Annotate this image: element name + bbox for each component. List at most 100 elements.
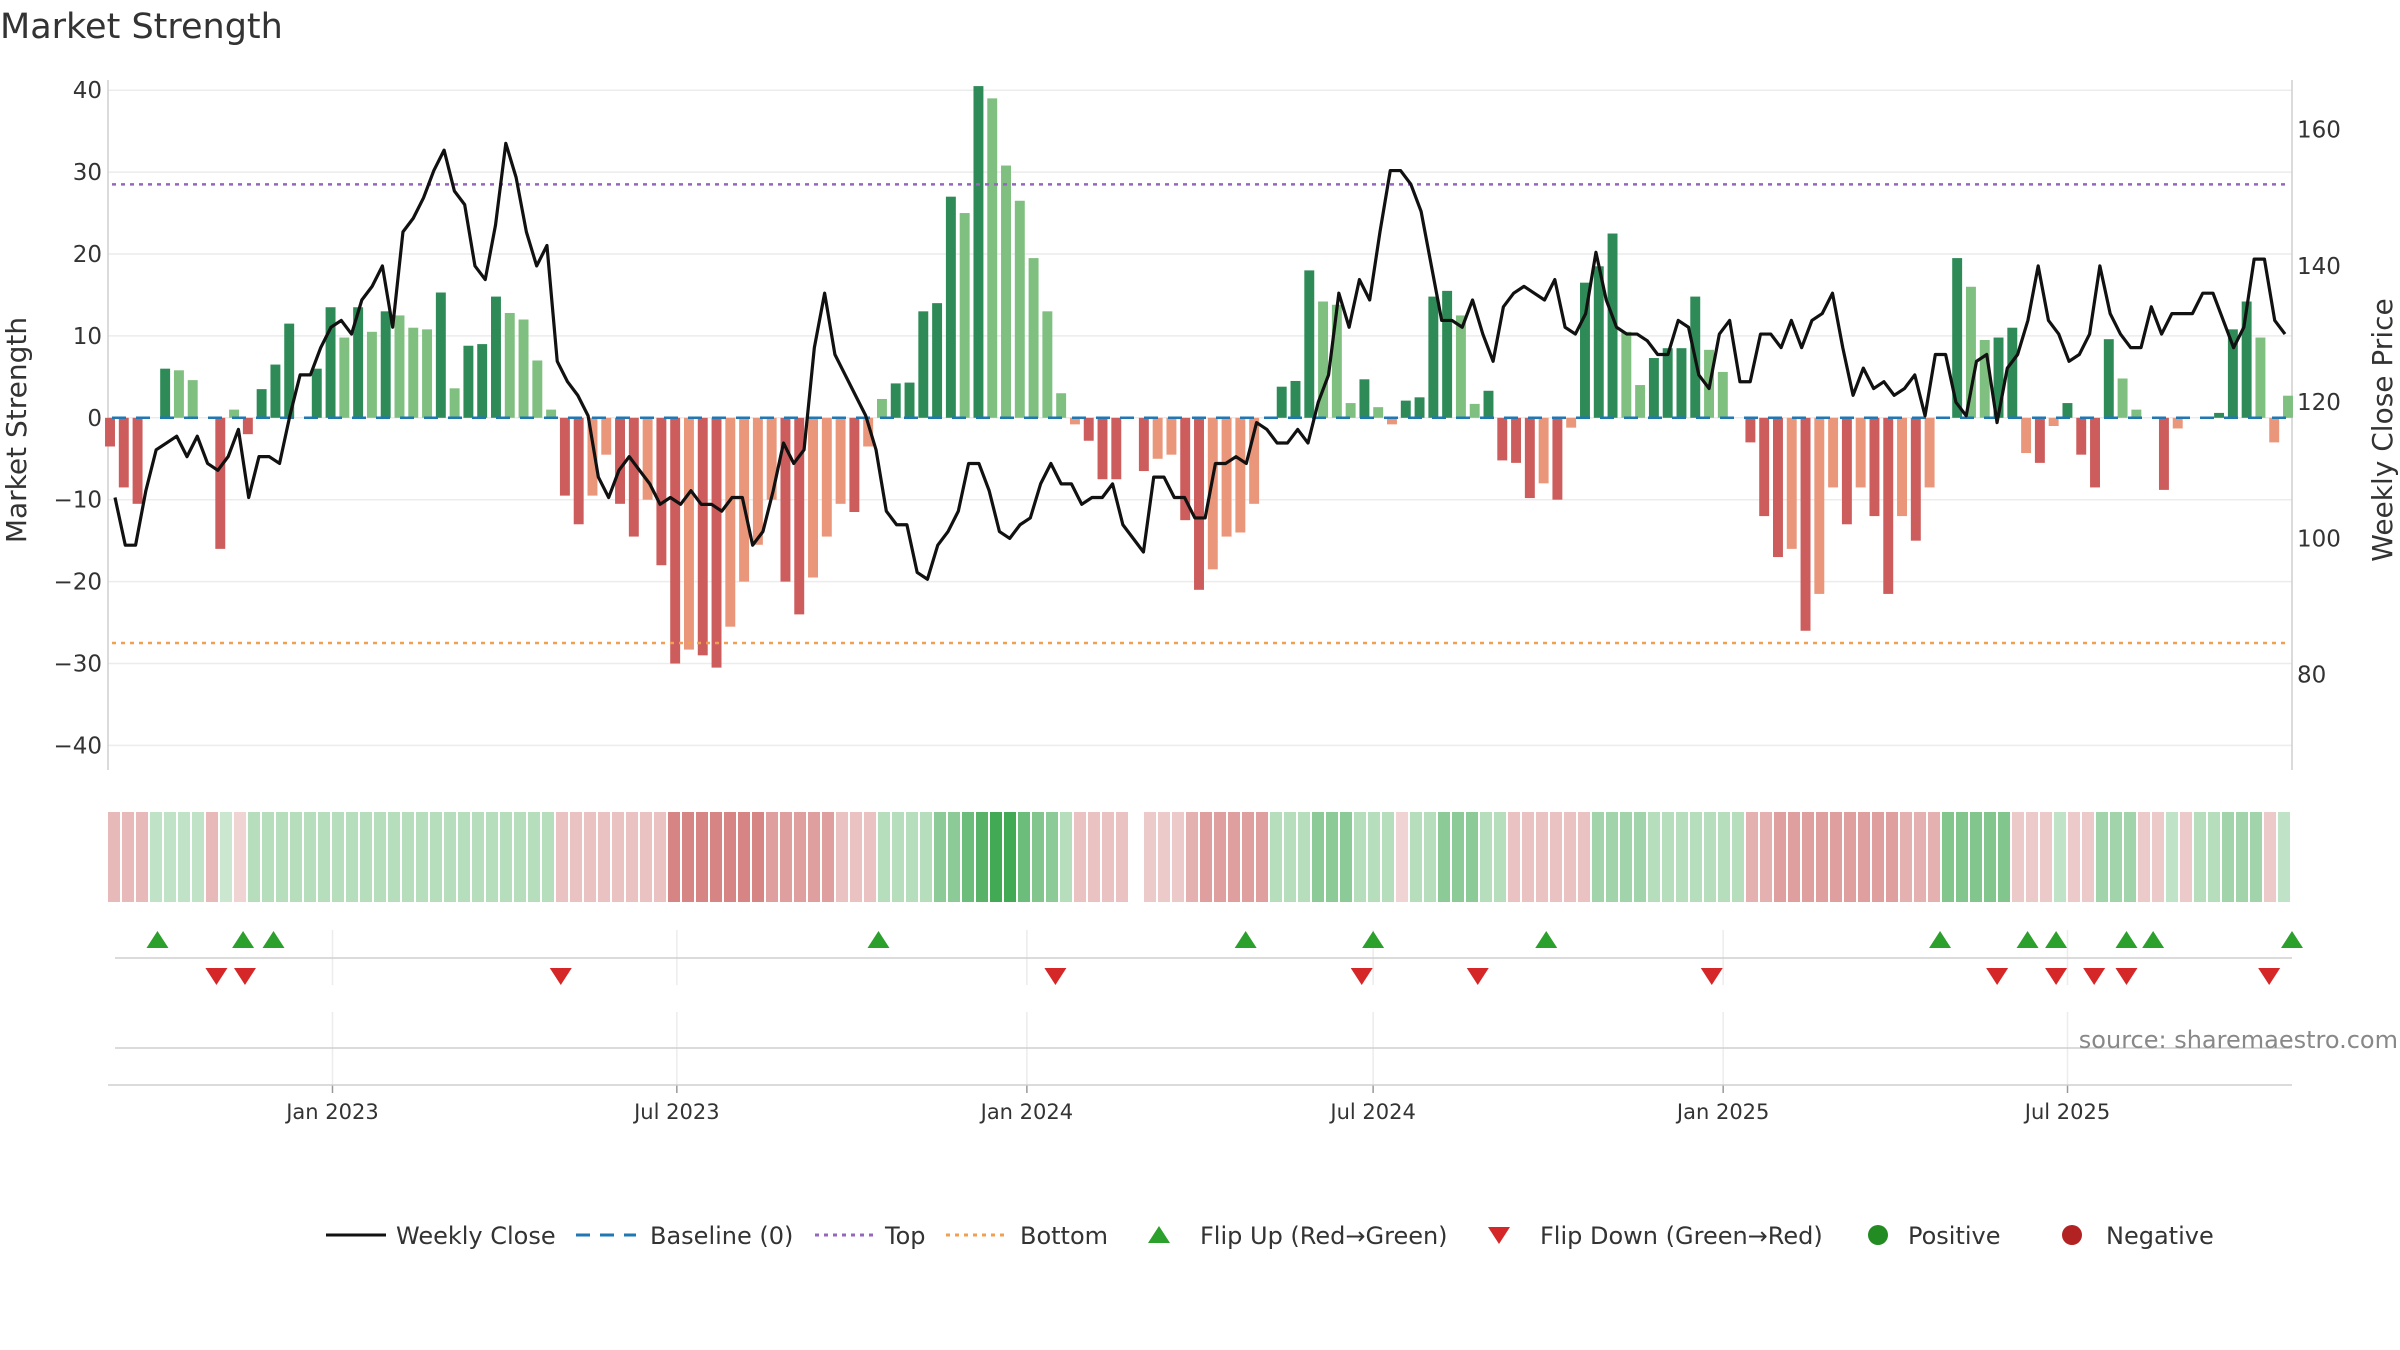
strip-cell-positive: [1704, 812, 1716, 902]
bar-positive: [1635, 385, 1646, 418]
strip-cell-positive: [906, 812, 918, 902]
strip-cell-positive: [472, 812, 484, 902]
strip-cell-positive: [1466, 812, 1478, 902]
strip-cell-positive: [892, 812, 904, 902]
strip-cell-positive: [1382, 812, 1394, 902]
bar-positive: [2131, 409, 2142, 418]
bar-positive: [449, 388, 460, 418]
strip-cell-positive: [1284, 812, 1296, 902]
flip-up-marker: [1362, 931, 1385, 948]
bar-positive: [325, 307, 336, 418]
strip-cell-negative: [1886, 812, 1898, 902]
strip-cell-negative: [682, 812, 694, 902]
strip-cell-negative: [2264, 812, 2276, 902]
bar-negative: [118, 417, 129, 488]
bar-positive: [932, 303, 943, 418]
bar-negative: [628, 417, 639, 537]
strip-cell-negative: [766, 812, 778, 902]
strip-cell-negative: [752, 812, 764, 902]
bar-negative: [1194, 417, 1204, 590]
bar-negative: [766, 417, 777, 500]
strip-cell-positive: [990, 812, 1002, 902]
strip-cell-positive: [1438, 812, 1450, 902]
bar-positive: [1607, 233, 1618, 418]
strip-cell-negative: [1550, 812, 1562, 902]
legend: Weekly Close Baseline (0) Top Bottom Flip Up…: [326, 1222, 2214, 1250]
strip-cell-negative: [1564, 812, 1576, 902]
strip-cell-positive: [1676, 812, 1688, 902]
strip-cell-negative: [1214, 812, 1226, 902]
strip-cell-negative: [1830, 812, 1842, 902]
bar-negative: [2048, 417, 2059, 426]
strip-cell-negative: [108, 812, 120, 902]
bar-positive: [1442, 290, 1453, 418]
bar-positive: [491, 296, 501, 418]
bar-negative: [1759, 417, 1770, 517]
bar-negative: [684, 417, 694, 650]
strip-cell-negative: [612, 812, 624, 902]
flip-down-marker: [1044, 968, 1067, 985]
strip-cell-negative: [1144, 812, 1156, 902]
y-axis-label: Market Strength: [0, 317, 33, 543]
bar-positive: [366, 331, 377, 418]
flip-up-marker: [2281, 931, 2303, 948]
bar-negative: [1069, 417, 1080, 425]
bar-positive: [1276, 386, 1287, 418]
legend-label: Flip Down (Green→Red): [1540, 1222, 1823, 1250]
y2-tick-label: 120: [2297, 390, 2341, 416]
strip-cell-negative: [2026, 812, 2038, 902]
bar-positive: [2062, 403, 2073, 418]
bar-positive: [1483, 390, 1494, 418]
strip-cell-positive: [1648, 812, 1660, 902]
strip-cell-negative: [2012, 812, 2024, 902]
flip-up-marker: [1535, 931, 1558, 948]
flip-up-marker: [232, 931, 255, 948]
strip-cell-positive: [1690, 812, 1702, 902]
strip-cell-positive: [2250, 812, 2262, 902]
bar-positive: [1428, 296, 1439, 418]
bar-positive: [1028, 258, 1039, 418]
strength-bars: [105, 86, 2293, 668]
strip-cell-positive: [2222, 812, 2234, 902]
strip-cell-positive: [514, 812, 526, 902]
strip-cell-positive: [1970, 812, 1982, 902]
strip-cell-positive: [1494, 812, 1506, 902]
strip-cell-negative: [1088, 812, 1100, 902]
strip-cell-positive: [444, 812, 456, 902]
strip-cell-positive: [164, 812, 176, 902]
bar-positive: [2214, 412, 2225, 418]
strip-cell-negative: [598, 812, 610, 902]
strip-cell-negative: [2068, 812, 2080, 902]
bar-negative: [849, 417, 860, 512]
bar-negative: [615, 417, 626, 504]
bar-negative: [697, 417, 708, 656]
strip-cell-positive: [1984, 812, 1996, 902]
bar-negative: [1786, 417, 1797, 549]
source-credit: source: sharemaestro.com: [2079, 1026, 2398, 1054]
y2-tick-label: 140: [2297, 254, 2341, 280]
strip-cell-negative: [1200, 812, 1212, 902]
signal-strip: [108, 812, 2290, 902]
strip-cell-negative: [864, 812, 876, 902]
bar-negative: [2021, 417, 2032, 454]
strip-cell-negative: [668, 812, 680, 902]
bar-positive: [1455, 315, 1466, 418]
strip-cell-positive: [2194, 812, 2206, 902]
flip-down-marker: [2258, 968, 2281, 985]
strip-cell-positive: [1018, 812, 1030, 902]
flip-down-marker: [2045, 968, 2068, 985]
bar-positive: [1965, 286, 1976, 418]
strip-cell-negative: [1242, 812, 1254, 902]
bar-negative: [1207, 417, 1218, 570]
bar-positive: [2117, 378, 2128, 418]
strip-cell-positive: [1270, 812, 1282, 902]
weekly-close-path: [113, 141, 2287, 581]
strip-cell-negative: [1872, 812, 1884, 902]
strip-cell-positive: [1340, 812, 1352, 902]
strip-cell-negative: [1116, 812, 1128, 902]
y-tick-label: 40: [73, 78, 102, 104]
bar-negative: [215, 417, 226, 549]
strip-cell-negative: [1172, 812, 1184, 902]
bar-negative: [1869, 417, 1880, 517]
strip-cell-negative: [1186, 812, 1198, 902]
